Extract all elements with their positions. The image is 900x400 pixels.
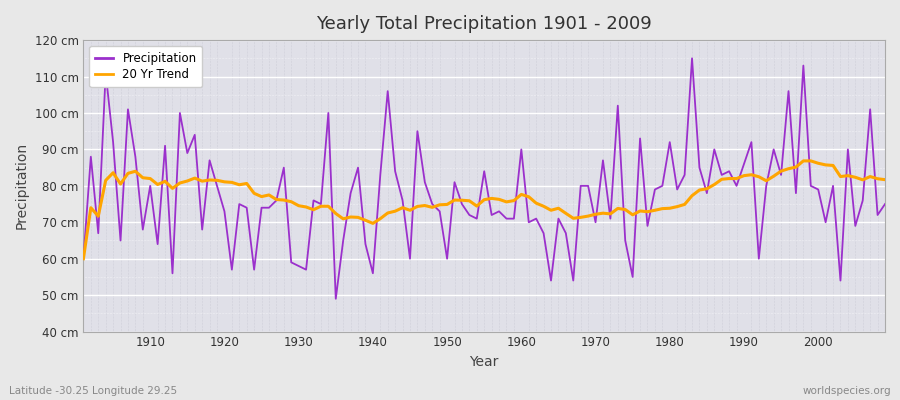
Precipitation bbox=[523, 220, 534, 225]
20 Yr Trend bbox=[78, 256, 89, 261]
Precipitation bbox=[301, 267, 311, 272]
Precipitation bbox=[879, 202, 890, 206]
20 Yr Trend bbox=[516, 192, 526, 197]
20 Yr Trend bbox=[798, 158, 809, 163]
Text: worldspecies.org: worldspecies.org bbox=[803, 386, 891, 396]
Precipitation bbox=[687, 56, 698, 61]
20 Yr Trend bbox=[138, 175, 148, 180]
20 Yr Trend bbox=[508, 198, 519, 203]
Legend: Precipitation, 20 Yr Trend: Precipitation, 20 Yr Trend bbox=[89, 46, 202, 87]
Title: Yearly Total Precipitation 1901 - 2009: Yearly Total Precipitation 1901 - 2009 bbox=[316, 15, 652, 33]
Precipitation bbox=[516, 147, 526, 152]
20 Yr Trend bbox=[879, 177, 890, 182]
Line: 20 Yr Trend: 20 Yr Trend bbox=[84, 161, 885, 259]
X-axis label: Year: Year bbox=[470, 355, 499, 369]
Precipitation bbox=[138, 227, 148, 232]
Y-axis label: Precipitation: Precipitation bbox=[15, 142, 29, 230]
Precipitation bbox=[78, 256, 89, 261]
Line: Precipitation: Precipitation bbox=[84, 58, 885, 299]
Precipitation bbox=[353, 165, 364, 170]
20 Yr Trend bbox=[301, 204, 311, 209]
20 Yr Trend bbox=[605, 212, 616, 216]
Text: Latitude -30.25 Longitude 29.25: Latitude -30.25 Longitude 29.25 bbox=[9, 386, 177, 396]
Precipitation bbox=[612, 103, 623, 108]
20 Yr Trend bbox=[346, 214, 356, 219]
Precipitation bbox=[330, 296, 341, 301]
